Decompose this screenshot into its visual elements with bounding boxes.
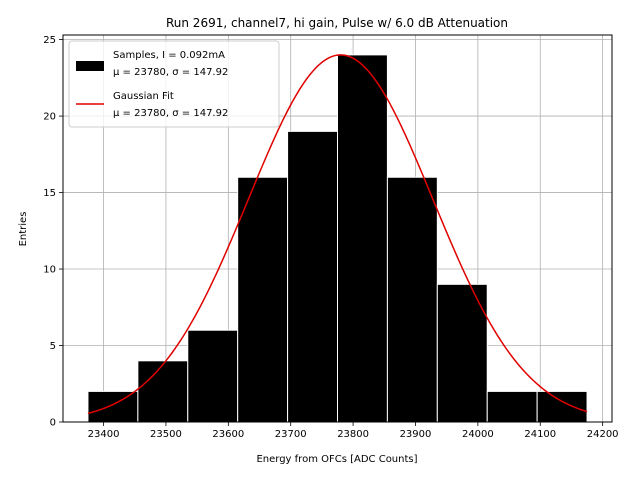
legend-stats-samples: μ = 23780, σ = 147.92 bbox=[113, 67, 228, 78]
histogram-bar bbox=[436, 283, 488, 423]
x-tick-label: 23600 bbox=[212, 429, 244, 440]
x-tick-label: 24100 bbox=[524, 429, 556, 440]
y-tick-label: 25 bbox=[43, 35, 56, 46]
histogram-bars bbox=[87, 54, 588, 423]
x-tick-label: 23700 bbox=[275, 429, 307, 440]
histogram-bar bbox=[187, 329, 239, 423]
chart-title: Run 2691, channel7, hi gain, Pulse w/ 6.… bbox=[166, 16, 508, 30]
plot-frame bbox=[62, 34, 613, 423]
x-axis-ticks: 23400 23500 23600 23700 23800 23900 24000 24100… bbox=[88, 422, 619, 440]
histogram-bar bbox=[386, 176, 438, 423]
histogram-bar bbox=[337, 54, 388, 423]
legend: Samples, I = 0.092mA μ = 23780, σ = 147.… bbox=[68, 40, 280, 128]
y-axis-ticks: 0 5 10 15 20 25 bbox=[43, 35, 63, 429]
histogram-bar bbox=[87, 390, 139, 423]
legend-box bbox=[68, 40, 280, 128]
x-tick-label: 23500 bbox=[150, 429, 182, 440]
histogram-bar bbox=[486, 390, 538, 423]
y-tick-label: 0 bbox=[50, 418, 56, 429]
gaussian-fit-curve bbox=[87, 54, 588, 415]
histogram-bar bbox=[137, 360, 189, 423]
y-tick-label: 5 bbox=[50, 341, 56, 352]
x-tick-label: 23400 bbox=[88, 429, 120, 440]
legend-label-samples: Samples, I = 0.092mA bbox=[113, 50, 225, 61]
y-tick-label: 10 bbox=[43, 265, 56, 276]
y-axis-label: Entries bbox=[18, 212, 29, 247]
histogram-bar bbox=[536, 390, 588, 423]
legend-stats-fit: μ = 23780, σ = 147.92 bbox=[113, 108, 228, 119]
legend-swatch-samples bbox=[76, 61, 104, 71]
legend-label-fit: Gaussian Fit bbox=[113, 91, 174, 102]
y-tick-label: 15 bbox=[43, 188, 56, 199]
x-tick-label: 23800 bbox=[337, 429, 369, 440]
histogram-bar bbox=[237, 176, 289, 423]
x-axis-label: Energy from OFCs [ADC Counts] bbox=[256, 454, 417, 465]
histogram-bar bbox=[287, 130, 339, 423]
x-tick-label: 24200 bbox=[587, 429, 619, 440]
y-tick-label: 20 bbox=[43, 112, 56, 123]
x-tick-label: 24000 bbox=[462, 429, 494, 440]
x-tick-label: 23900 bbox=[400, 429, 432, 440]
